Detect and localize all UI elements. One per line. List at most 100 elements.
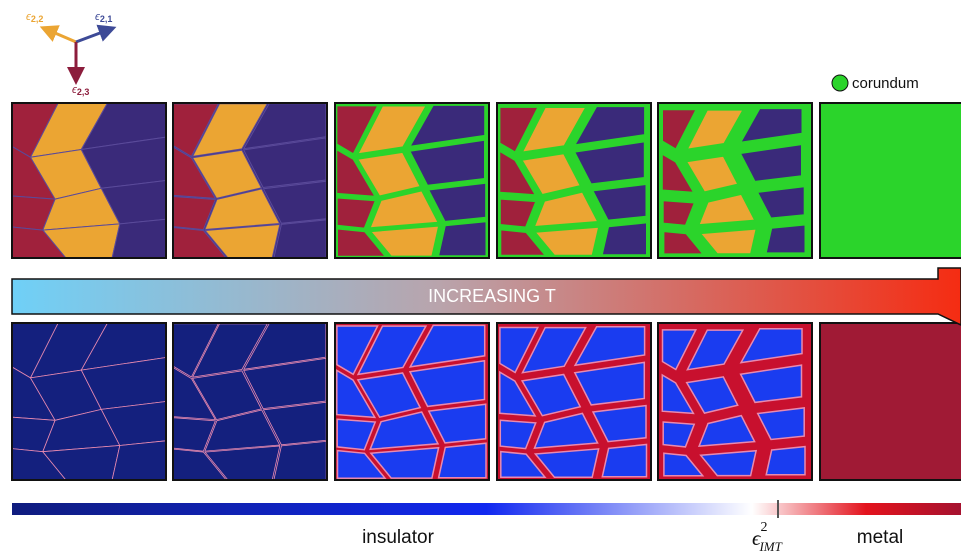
domain: [662, 200, 695, 226]
domain: [336, 449, 387, 479]
panel-frame: [334, 322, 490, 481]
domain: [499, 106, 539, 153]
bottom-panel: [658, 323, 812, 480]
domain: [100, 401, 166, 446]
domain: [80, 323, 166, 371]
domain: [408, 324, 486, 368]
domain: [242, 137, 327, 189]
panel-fill: [820, 323, 961, 480]
top-panel: [173, 103, 327, 258]
domain: [369, 190, 439, 229]
bottom-panel: [335, 323, 489, 480]
panels: [11, 102, 961, 481]
colorbar-label: insulator: [362, 527, 434, 548]
domain: [521, 153, 581, 196]
domain: [357, 151, 421, 197]
domain: [699, 449, 758, 477]
threshold-label: ϵ2 IMT: [752, 520, 783, 554]
domain: [591, 404, 647, 443]
domain: [336, 105, 379, 155]
domain: [356, 372, 422, 419]
domain: [521, 107, 587, 153]
domain: [428, 182, 487, 222]
arrow-label: INCREASING T: [428, 286, 556, 306]
domain: [369, 411, 440, 451]
domain: [533, 191, 599, 228]
domain: [80, 136, 166, 189]
panel-frame: [11, 322, 167, 481]
domain: [336, 197, 376, 229]
domain: [661, 153, 695, 193]
domain: [686, 109, 744, 150]
domain: [686, 329, 745, 371]
domain: [661, 329, 698, 371]
domain: [521, 326, 587, 374]
top-panel: [658, 103, 812, 258]
domain: [191, 370, 262, 421]
panel-fill: [820, 103, 961, 258]
domain: [756, 407, 805, 441]
domain: [663, 231, 704, 255]
domain: [427, 403, 487, 444]
legend-label: corundum: [852, 75, 919, 92]
domain: [357, 105, 427, 155]
domain: [80, 103, 166, 151]
domain: [12, 448, 67, 480]
axis-label: ϵ2,3: [72, 84, 89, 97]
domain: [111, 440, 166, 480]
panel-frame: [334, 102, 490, 259]
domain: [499, 150, 537, 196]
axis-label: ϵ2,2: [26, 11, 43, 24]
panel-frame: [819, 322, 961, 481]
domain: [204, 188, 281, 231]
domain: [408, 359, 486, 408]
domain: [191, 149, 263, 199]
colorbar-label: metal: [857, 527, 903, 548]
domain: [685, 155, 739, 193]
panel-frame: [496, 102, 652, 259]
bottom-panel: [820, 323, 961, 480]
domain: [336, 325, 379, 376]
panel-frame: [496, 322, 652, 481]
domain: [662, 109, 697, 150]
domain: [437, 221, 487, 257]
panel-frame: [11, 102, 167, 259]
domain: [739, 327, 803, 364]
domain: [499, 326, 540, 374]
domain: [409, 139, 485, 186]
panel-frame: [172, 322, 328, 481]
domain: [243, 357, 327, 410]
domain: [41, 223, 121, 258]
domain: [111, 218, 166, 258]
top-panel: [820, 103, 961, 258]
temperature-arrow: [11, 267, 961, 326]
domain: [697, 414, 756, 447]
domain: [409, 104, 486, 147]
bottom-panel: [497, 323, 651, 480]
domain: [337, 228, 387, 257]
bottom-panel: [173, 323, 327, 480]
axis-label: ϵ2,1: [95, 11, 112, 24]
domain: [574, 141, 645, 185]
domain: [500, 450, 547, 479]
domain: [499, 419, 537, 450]
domain: [698, 193, 756, 226]
domain: [574, 106, 646, 146]
domain: [336, 418, 377, 451]
domain: [739, 364, 803, 404]
domain: [336, 148, 376, 197]
top-panel: [335, 103, 489, 258]
domain: [573, 361, 646, 406]
bottom-panel: [12, 323, 166, 480]
domain: [12, 226, 67, 258]
panel-frame: [819, 102, 961, 259]
domain: [765, 445, 806, 476]
domain: [573, 325, 646, 367]
domain: [699, 228, 757, 255]
domain: [369, 446, 440, 479]
domain: [100, 179, 166, 225]
domain: [663, 452, 705, 477]
domain: [533, 412, 599, 449]
domain: [740, 108, 803, 143]
